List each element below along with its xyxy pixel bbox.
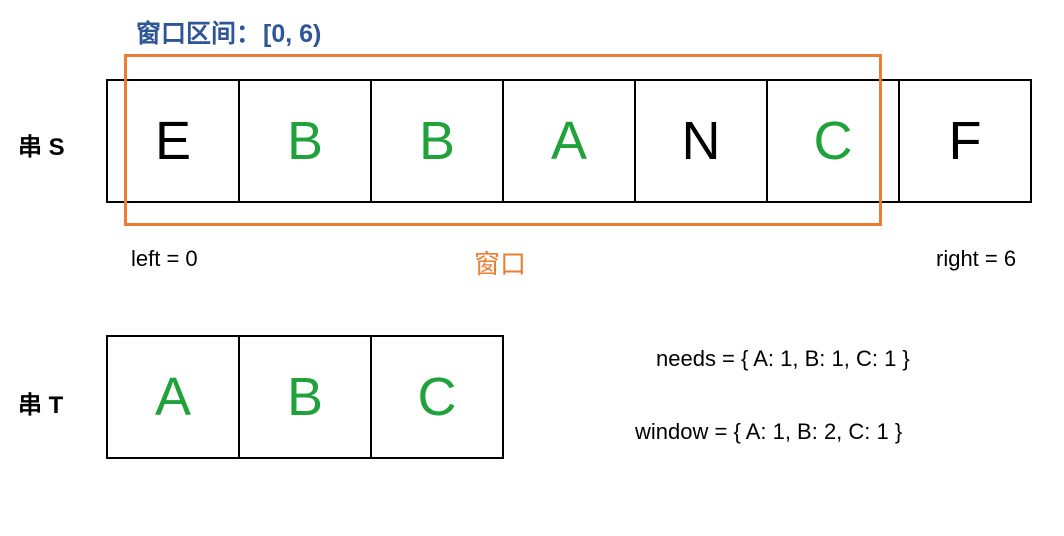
string-s-label: 串 S [18,134,65,161]
string-s-cell-0: E [108,81,240,201]
string-s-cell-3: A [504,81,636,201]
string-t-cell-1: B [240,337,372,457]
window-range-value: [0, 6) [263,20,322,48]
string-s-cell-1: B [240,81,372,201]
left-pointer-label: left = 0 [131,246,198,271]
window-range-title: 窗口区间：[0, 6) [136,14,321,50]
string-t-label: 串 T [18,392,64,419]
string-s-cell-5: C [768,81,900,201]
window-range-label: 窗口区间： [136,20,262,48]
window-label: 窗口 [474,249,527,279]
window-map: window = { A: 1, B: 2, C: 1 } [635,419,903,444]
needs-map: needs = { A: 1, B: 1, C: 1 } [656,346,910,371]
string-s-cell-6: F [900,81,1032,201]
string-s-cell-2: B [372,81,504,201]
string-t-cell-0: A [108,337,240,457]
string-s-cell-4: N [636,81,768,201]
right-pointer-label: right = 6 [936,246,1017,271]
string-t-cell-2: C [372,337,504,457]
